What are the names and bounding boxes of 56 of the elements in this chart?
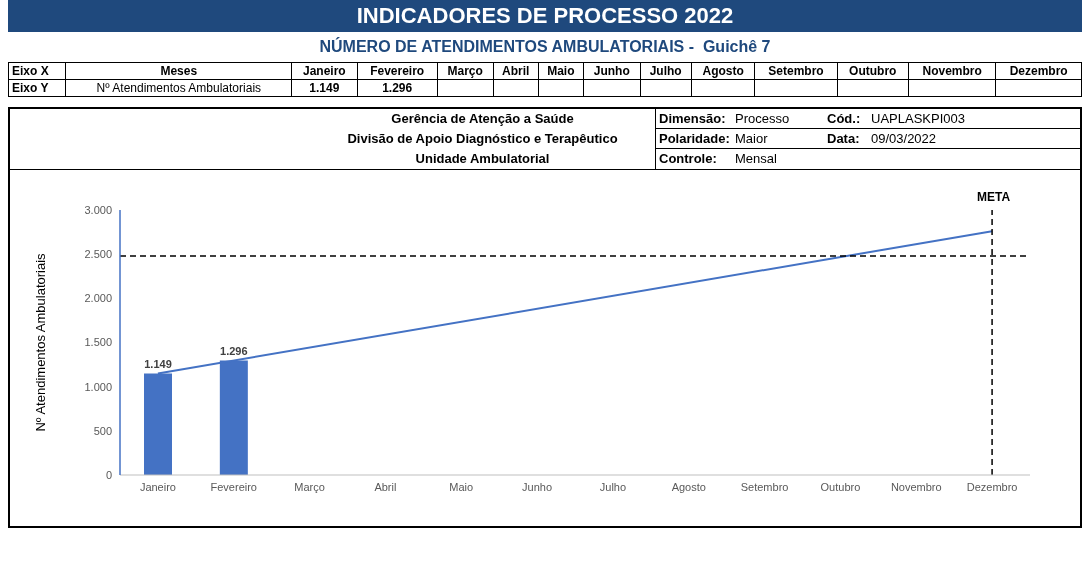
text: Mensal [735, 150, 778, 168]
text: Meses [65, 62, 292, 80]
text: Polaridade: [659, 130, 731, 148]
x-tick-label: Outubro [820, 480, 861, 493]
x-tick-label: Novembro [890, 480, 942, 493]
x-tick-label: Janeiro [139, 480, 176, 493]
text: Eixo Y [8, 79, 66, 97]
category-label: Janeiro [302, 64, 346, 78]
y-tick-label: 500 [93, 424, 112, 437]
y-tick-label: 1.500 [84, 336, 112, 349]
data-label: 1.296 [220, 344, 248, 357]
category-label: Março [447, 64, 483, 78]
category-label: Maio [547, 64, 575, 78]
text: Processo [735, 110, 791, 128]
text: Maior [735, 130, 769, 148]
ref-line-label: META [976, 189, 1011, 204]
x-tick-label: Março [294, 480, 325, 493]
text: Gerência de Atenção a Saúde [390, 110, 575, 128]
category-label: Agosto [702, 64, 744, 78]
text: Cód.: [827, 110, 862, 128]
y-tick-label: 3.000 [84, 203, 112, 216]
x-tick-label: Agosto [671, 480, 706, 493]
text: Dimensão: [659, 110, 727, 128]
category-label: Dezembro [1009, 64, 1068, 78]
x-tick-label: Abril [374, 480, 397, 493]
x-tick-label: Maio [449, 480, 474, 493]
y-tick-label: 2.500 [84, 248, 112, 261]
y-tick-label: 0 [105, 468, 112, 481]
text: 09/03/2022 [871, 130, 937, 148]
text: Divisão de Apoio Diagnóstico e Terapêutico [346, 130, 619, 148]
text: Eixo X [8, 62, 66, 80]
text: 1.296 [382, 81, 413, 95]
x-tick-label: Junho [522, 480, 553, 493]
x-tick-label: Fevereiro [210, 480, 257, 493]
category-label: Novembro [922, 64, 982, 78]
text: 1.149 [309, 81, 340, 95]
category-label: Junho [593, 64, 630, 78]
text: Nº Atendimentos Ambulatoriais [96, 81, 262, 95]
y-tick-label: 1.000 [84, 380, 112, 393]
category-label: Fevereiro [370, 64, 425, 78]
category-label: Setembro [768, 64, 824, 78]
x-tick-label: Dezembro [966, 480, 1018, 493]
text: Controle: [659, 150, 718, 168]
category-label: Outubro [849, 64, 897, 78]
chart-title: INDICADORES DE PROCESSO 2022 [8, 0, 1082, 32]
x-tick-label: Julho [599, 480, 627, 493]
text: UAPLASKPI003 [871, 110, 965, 128]
x-tick-label: Setembro [740, 480, 789, 493]
y-axis-title: Nº Atendimentos Ambulatoriais [32, 252, 48, 432]
category-label: Abril [501, 64, 530, 78]
text: Data: [827, 130, 861, 148]
category-label: Julho [649, 64, 682, 78]
text: Unidade Ambulatorial [414, 150, 551, 168]
y-tick-label: 2.000 [84, 292, 112, 305]
chart-subtitle: NÚMERO DE ATENDIMENTOS AMBULATORIAIS - Guichê 7 [318, 36, 772, 57]
data-label: 1.149 [144, 357, 172, 370]
